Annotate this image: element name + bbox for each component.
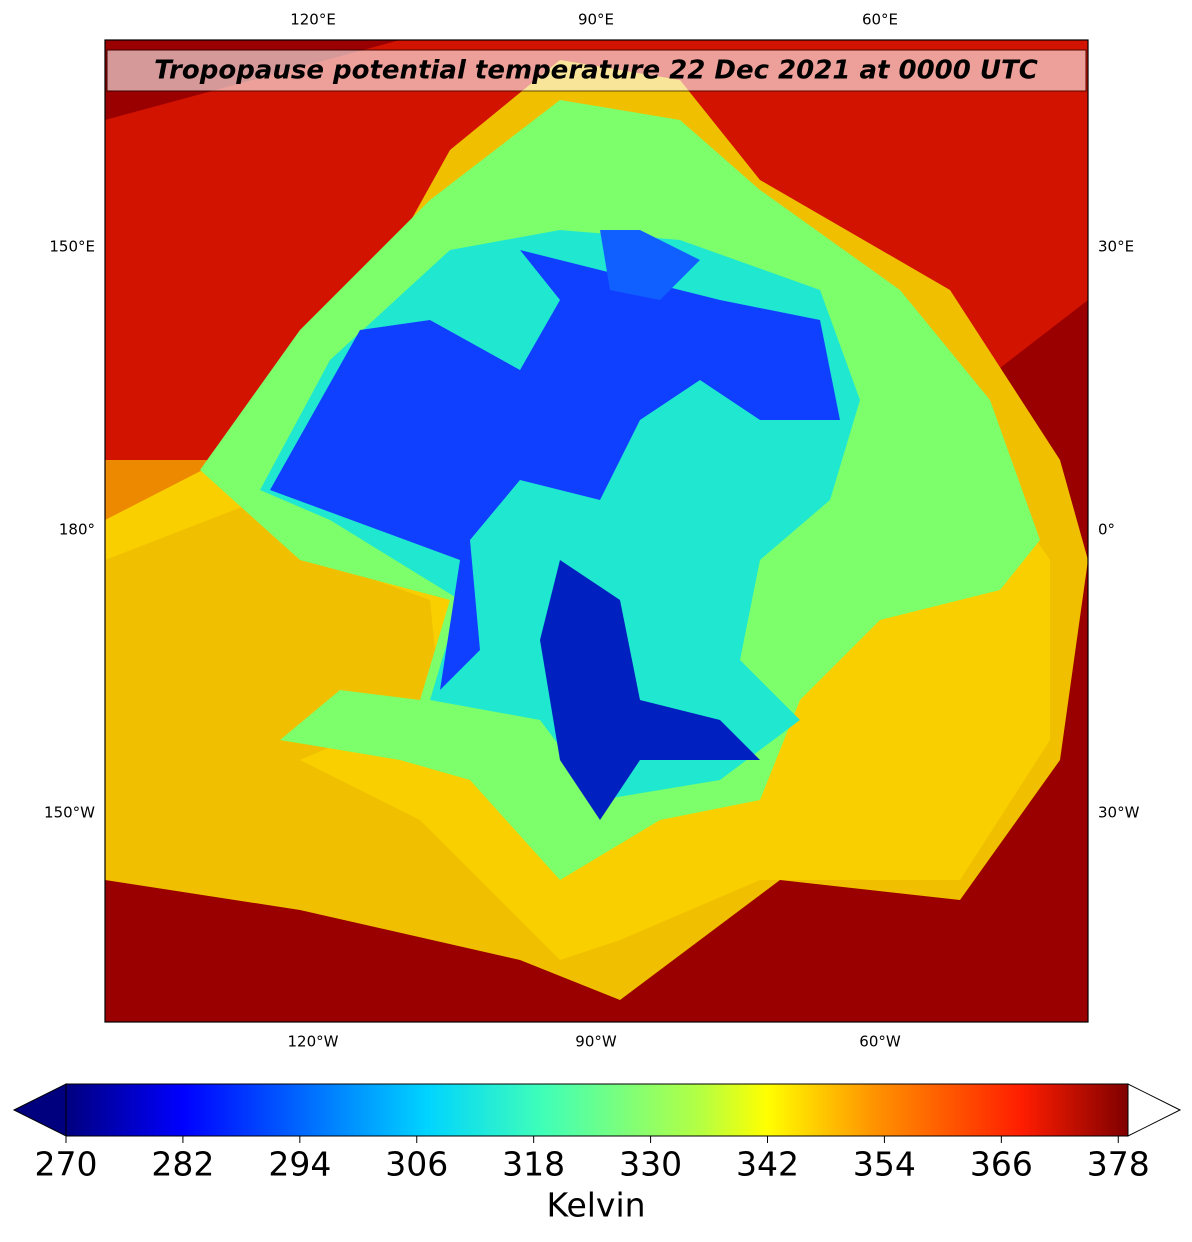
map-field <box>105 40 1088 1022</box>
title-box <box>106 49 1087 92</box>
colorbar-low-extend <box>12 1083 67 1137</box>
lon-label: 30°E <box>1098 238 1134 256</box>
colorbar-tick-label: 318 <box>502 1145 565 1184</box>
lon-label: 150°E <box>49 238 95 256</box>
lon-label: 60°W <box>859 1033 901 1051</box>
lon-label: 90°W <box>575 1033 617 1051</box>
lon-label: 30°W <box>1098 804 1140 822</box>
colorbar <box>65 1083 1129 1137</box>
colorbar-tick-label: 354 <box>853 1145 916 1184</box>
lon-label: 120°W <box>288 1033 339 1051</box>
lon-label: 0° <box>1098 521 1115 539</box>
colorbar-tick-label: 306 <box>385 1145 448 1184</box>
map-title: Tropopause potential temperature 22 Dec … <box>154 56 1038 86</box>
lon-label: 60°E <box>862 11 898 29</box>
lon-label: 90°E <box>578 11 614 29</box>
lon-label: 150°W <box>44 804 95 822</box>
colorbar-tick-label: 270 <box>35 1145 98 1184</box>
colorbar-tick-label: 294 <box>268 1145 331 1184</box>
colorbar-tick-label: 342 <box>736 1145 799 1184</box>
lon-label: 120°E <box>290 11 336 29</box>
lon-label: 180° <box>59 521 95 539</box>
colorbar-label: Kelvin <box>546 1186 645 1225</box>
colorbar-tick-label: 282 <box>151 1145 214 1184</box>
colorbar-tick-label: 378 <box>1087 1145 1150 1184</box>
colorbar-high-extend <box>1127 1083 1182 1137</box>
map-frame <box>104 39 1089 1023</box>
colorbar-tick-label: 366 <box>970 1145 1033 1184</box>
colorbar-tick-label: 330 <box>619 1145 682 1184</box>
